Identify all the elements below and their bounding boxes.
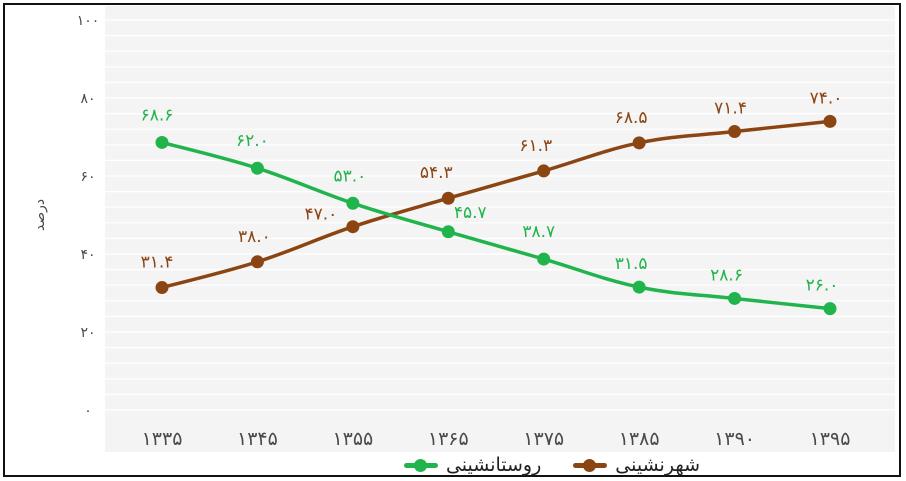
data-label: ۶۸.۶ bbox=[141, 105, 174, 125]
legend-swatch-urban bbox=[573, 458, 608, 472]
x-tick-label: ۱۳۸۵ bbox=[619, 428, 660, 450]
data-point bbox=[537, 164, 551, 178]
x-tick-label: ۱۳۵۵ bbox=[332, 428, 373, 450]
data-label: ۳۱.۵ bbox=[615, 254, 648, 274]
legend-label-urban: شهرنشینی bbox=[615, 454, 700, 476]
x-tick-label: ۱۳۳۵ bbox=[142, 428, 183, 450]
data-point bbox=[250, 161, 264, 175]
grid-lines bbox=[105, 19, 895, 411]
data-point bbox=[155, 281, 169, 295]
data-label: ۶۱.۳ bbox=[519, 136, 552, 156]
data-label: ۶۸.۵ bbox=[615, 108, 648, 128]
data-point bbox=[346, 220, 360, 234]
y-tick-label: ۸۰ bbox=[80, 91, 95, 107]
data-point bbox=[632, 280, 646, 294]
data-point bbox=[155, 135, 169, 149]
x-tick-label: ۱۳۹۵ bbox=[810, 428, 851, 450]
series-line bbox=[160, 140, 832, 311]
series-urban: ۳۱.۴ ۳۸.۰ ۴۷.۰ ۵۴.۳ ۶۱.۳ ۶۸.۵ ۷۱.۴ ۷۴.۰ bbox=[141, 88, 843, 295]
x-tick-label: ۱۳۶۵ bbox=[428, 428, 469, 450]
legend-label-rural: روستانشینی bbox=[445, 454, 542, 476]
data-label: ۳۸.۰ bbox=[238, 227, 271, 247]
data-point bbox=[728, 291, 742, 305]
data-label: ۳۱.۴ bbox=[141, 253, 174, 273]
data-point bbox=[728, 125, 742, 139]
y-tick-label: ۴۰ bbox=[80, 247, 95, 263]
x-tick-label: ۱۳۹۰ bbox=[714, 428, 755, 450]
x-tick-label: ۱۳۷۵ bbox=[523, 428, 564, 450]
data-point bbox=[632, 136, 646, 150]
plot-area bbox=[105, 6, 895, 452]
legend-swatch-rural bbox=[403, 458, 438, 472]
data-label: ۷۱.۴ bbox=[714, 99, 747, 119]
data-point bbox=[441, 191, 455, 205]
data-label: ۷۴.۰ bbox=[810, 88, 843, 108]
series-rural: ۶۸.۶ ۶۲.۰ ۵۳.۰ ۴۵.۷ ۳۸.۷ ۳۱.۵ ۲۸.۶ ۲۶.۰ bbox=[141, 105, 839, 316]
data-label: ۵۴.۳ bbox=[420, 163, 453, 183]
data-point bbox=[823, 302, 837, 316]
data-label: ۳۸.۷ bbox=[522, 222, 555, 242]
x-tick-label: ۱۳۴۵ bbox=[237, 428, 278, 450]
y-tick-label: ۲۰ bbox=[80, 325, 95, 341]
data-point bbox=[823, 114, 837, 128]
data-label: ۴۷.۰ bbox=[304, 205, 337, 225]
series-line bbox=[160, 119, 832, 290]
data-point bbox=[537, 252, 551, 266]
data-label: ۲۶.۰ bbox=[806, 276, 839, 296]
data-label: ۲۸.۶ bbox=[710, 265, 743, 285]
data-point bbox=[441, 225, 455, 239]
data-label: ۵۳.۰ bbox=[333, 166, 366, 186]
y-tick-label: ۱۰۰ bbox=[77, 13, 100, 29]
legend-item-rural: روستانشینی bbox=[403, 454, 542, 476]
data-point bbox=[250, 255, 264, 269]
chart-legend: شهرنشینی روستانشینی bbox=[280, 453, 700, 477]
y-axis-label: درصد bbox=[32, 199, 48, 231]
y-tick-label: ۰ bbox=[84, 403, 92, 419]
y-tick-label: ۶۰ bbox=[80, 169, 95, 185]
data-label: ۴۵.۷ bbox=[454, 203, 487, 223]
data-label: ۶۲.۰ bbox=[236, 131, 269, 151]
legend-item-urban: شهرنشینی bbox=[573, 454, 700, 476]
data-point bbox=[346, 196, 360, 210]
